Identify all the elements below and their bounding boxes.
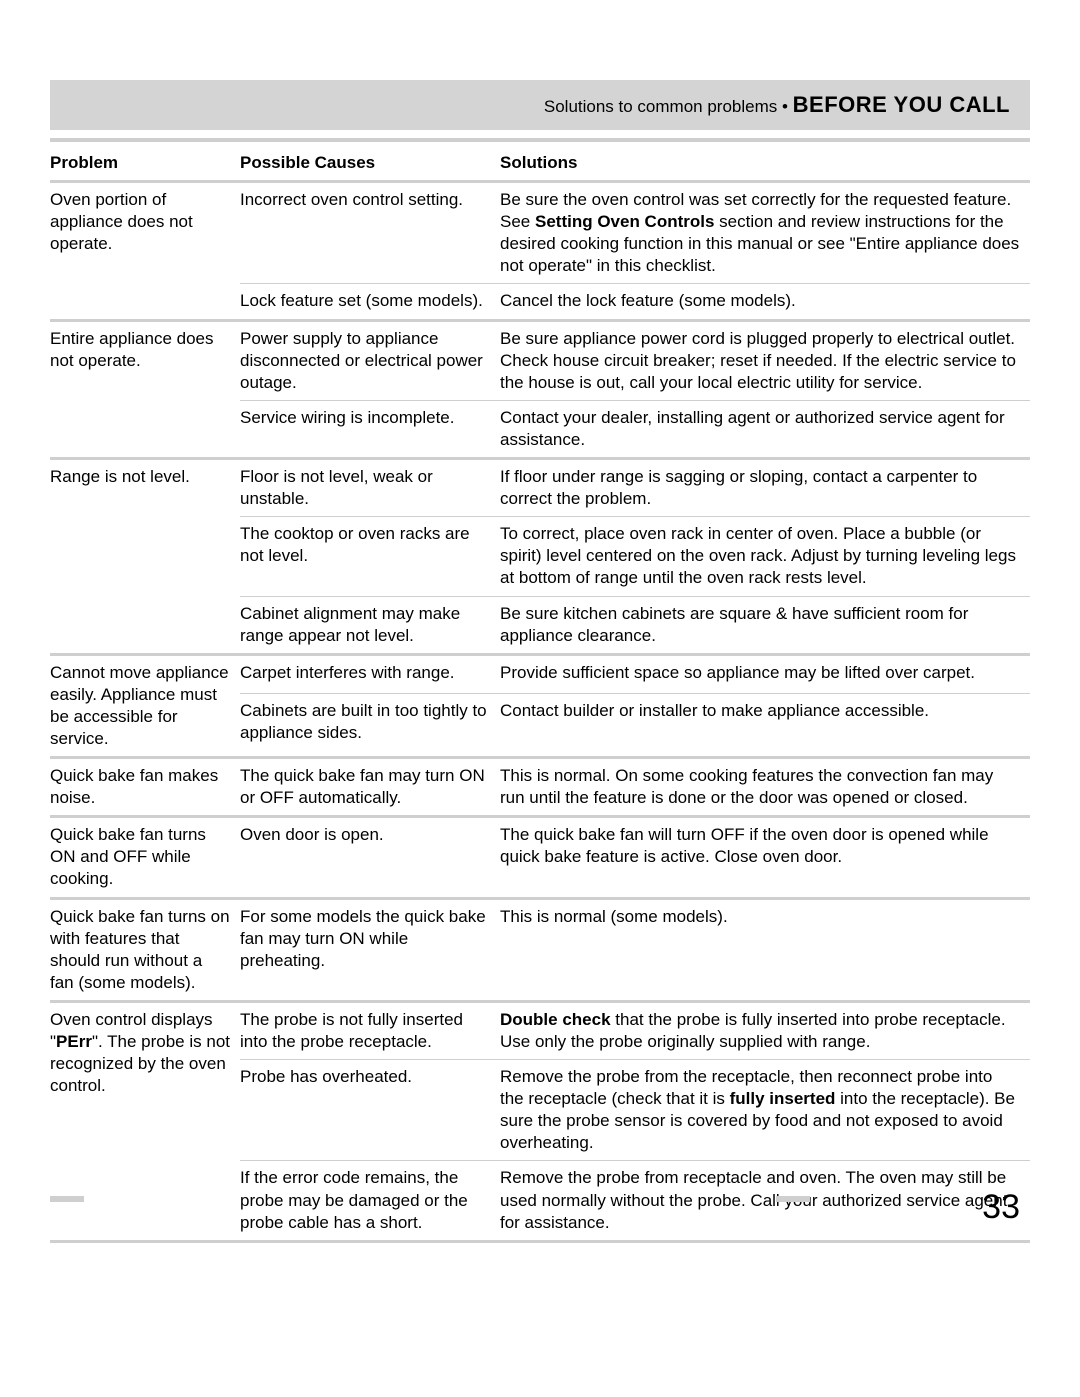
- table-row: Quick bake fan turns ON and OFF while co…: [50, 817, 1030, 898]
- footer-mark-right: [776, 1196, 810, 1202]
- cell-solution: If floor under range is sagging or slopi…: [500, 459, 1030, 517]
- cell-cause: Cabinet alignment may make range appear …: [240, 596, 500, 654]
- cell-cause: Lock feature set (some models).: [240, 284, 500, 320]
- cell-problem: Range is not level.: [50, 459, 240, 655]
- footer-mark-left: [50, 1196, 84, 1202]
- cell-problem: Quick bake fan makes noise.: [50, 758, 240, 817]
- cell-solution: The quick bake fan will turn OFF if the …: [500, 817, 1030, 898]
- cell-cause: Floor is not level, weak or unstable.: [240, 459, 500, 517]
- table-row: Quick bake fan makes noise.The quick bak…: [50, 758, 1030, 817]
- table-row: Oven control displays "PErr". The probe …: [50, 1001, 1030, 1059]
- cell-cause: Oven door is open.: [240, 817, 500, 898]
- col-header-cause: Possible Causes: [240, 146, 500, 182]
- cell-problem: Oven control displays "PErr". The probe …: [50, 1001, 240, 1241]
- col-header-problem: Problem: [50, 146, 240, 182]
- cell-solution: Contact builder or installer to make app…: [500, 694, 1030, 758]
- cell-solution: This is normal. On some cooking features…: [500, 758, 1030, 817]
- cell-problem: Quick bake fan turns on with features th…: [50, 898, 240, 1001]
- cell-problem: Oven portion of appliance does not opera…: [50, 182, 240, 320]
- cell-cause: Power supply to appliance disconnected o…: [240, 320, 500, 400]
- cell-solution: Provide sufficient space so appliance ma…: [500, 654, 1030, 694]
- cell-cause: For some models the quick bake fan may t…: [240, 898, 500, 1001]
- cell-solution: Remove the probe from the receptacle, th…: [500, 1060, 1030, 1161]
- cell-solution: Double check that the probe is fully ins…: [500, 1001, 1030, 1059]
- page-number: 33: [982, 1188, 1020, 1227]
- col-header-solution: Solutions: [500, 146, 1030, 182]
- cell-cause: Service wiring is incomplete.: [240, 400, 500, 458]
- cell-cause: The probe is not fully inserted into the…: [240, 1001, 500, 1059]
- cell-cause: Carpet interferes with range.: [240, 654, 500, 694]
- cell-solution: Remove the probe from receptacle and ove…: [500, 1161, 1030, 1241]
- cell-cause: The quick bake fan may turn ON or OFF au…: [240, 758, 500, 817]
- cell-solution: To correct, place oven rack in center of…: [500, 517, 1030, 596]
- page-header: Solutions to common problems • BEFORE YO…: [50, 80, 1030, 130]
- table-row: Cannot move appliance easily. Appliance …: [50, 654, 1030, 694]
- cell-solution: Be sure the oven control was set correct…: [500, 182, 1030, 284]
- cell-problem: Entire appliance does not operate.: [50, 320, 240, 458]
- cell-cause: The cooktop or oven racks are not level.: [240, 517, 500, 596]
- troubleshoot-table: Problem Possible Causes Solutions Oven p…: [50, 146, 1030, 1243]
- cell-solution: This is normal (some models).: [500, 898, 1030, 1001]
- table-row: Oven portion of appliance does not opera…: [50, 182, 1030, 284]
- table-row: Quick bake fan turns on with features th…: [50, 898, 1030, 1001]
- header-subtitle: Solutions to common problems •: [544, 97, 793, 116]
- cell-cause: Incorrect oven control setting.: [240, 182, 500, 284]
- cell-problem: Quick bake fan turns ON and OFF while co…: [50, 817, 240, 898]
- cell-cause: Cabinets are built in too tightly to app…: [240, 694, 500, 758]
- header-title: BEFORE YOU CALL: [793, 92, 1010, 117]
- cell-solution: Cancel the lock feature (some models).: [500, 284, 1030, 320]
- table-row: Entire appliance does not operate.Power …: [50, 320, 1030, 400]
- cell-solution: Be sure kitchen cabinets are square & ha…: [500, 596, 1030, 654]
- cell-problem: Cannot move appliance easily. Appliance …: [50, 654, 240, 757]
- manual-page: Solutions to common problems • BEFORE YO…: [0, 0, 1080, 1397]
- cell-solution: Be sure appliance power cord is plugged …: [500, 320, 1030, 400]
- table-row: Range is not level.Floor is not level, w…: [50, 459, 1030, 517]
- table-header-row: Problem Possible Causes Solutions: [50, 146, 1030, 182]
- top-divider: [50, 138, 1030, 142]
- cell-solution: Contact your dealer, installing agent or…: [500, 400, 1030, 458]
- cell-cause: If the error code remains, the probe may…: [240, 1161, 500, 1241]
- cell-cause: Probe has overheated.: [240, 1060, 500, 1161]
